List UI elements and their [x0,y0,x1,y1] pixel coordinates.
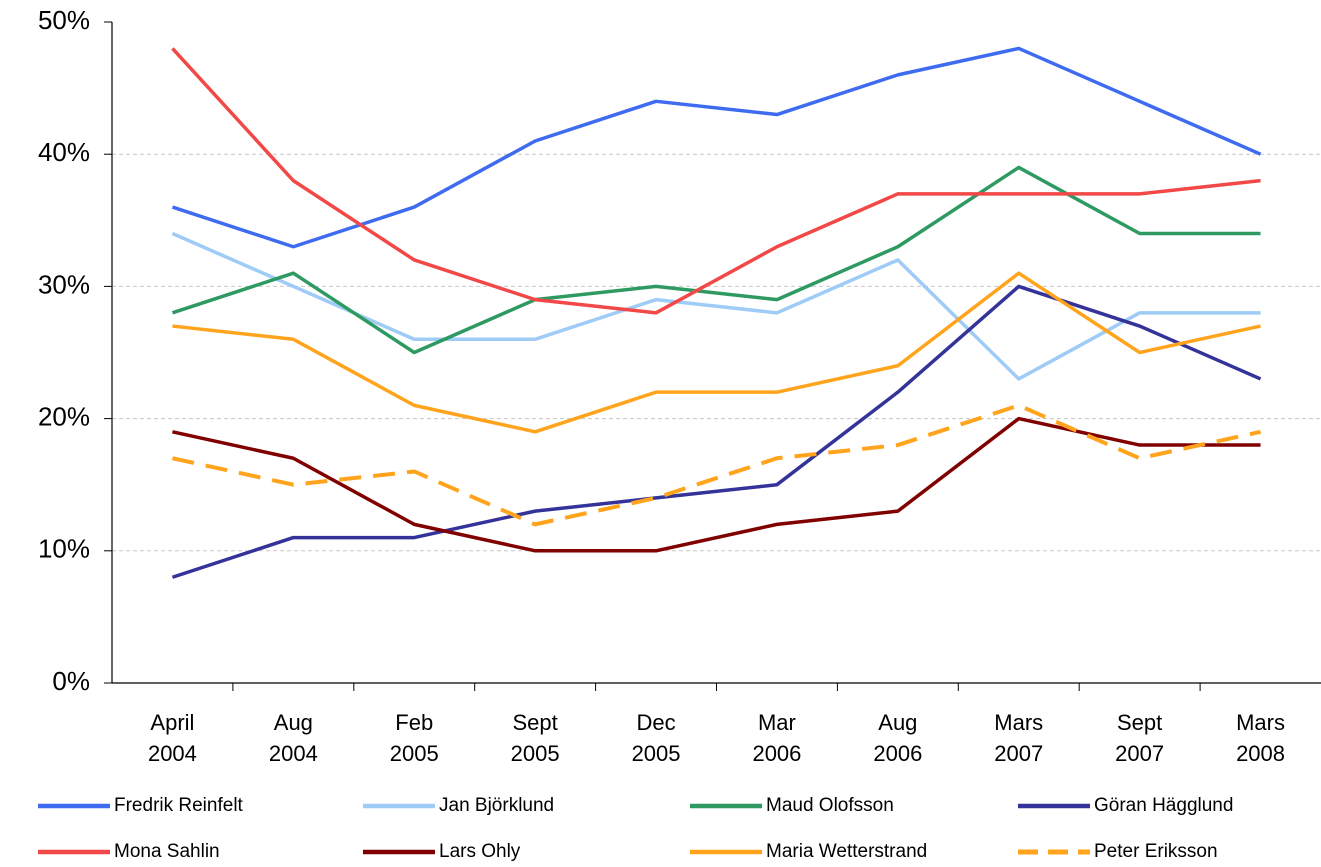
legend-label: Fredrik Reinfelt [114,795,244,816]
series-line [172,416,1261,553]
x-tick-label: Sept 2005 [510,710,560,766]
legend-label: Jan Björklund [439,795,554,816]
x-tick-label: Aug 2006 [873,710,923,766]
legend-label: Göran Hägglund [1094,795,1233,816]
x-tick-label: Mars 2008 [1236,710,1286,766]
x-tick-label: Feb 2005 [389,710,439,766]
y-tick-label: 10% [38,534,90,564]
legend-label: Lars Ohly [439,841,521,862]
series-line [171,46,1262,249]
legend-label: Maria Wetterstrand [766,841,927,862]
y-tick-label: 20% [38,401,90,431]
x-tick-label: Mars 2007 [994,710,1044,766]
y-tick-label: 0% [52,666,90,696]
series-line [172,403,1261,527]
series-line [171,284,1262,579]
y-tick-label: 40% [38,137,90,167]
series-line [171,165,1261,355]
legend-label: Peter Eriksson [1094,841,1218,862]
x-tick-label: Sept 2007 [1115,710,1165,766]
x-tick-label: Aug 2004 [268,710,318,766]
series-line [171,231,1261,381]
y-tick-label: 50% [38,5,90,35]
series-line [172,271,1261,434]
series-line [171,47,1261,315]
x-tick-label: Dec 2005 [631,710,681,766]
x-tick-label: April 2004 [147,710,197,766]
legend-label: Maud Olofsson [766,795,894,816]
x-tick-label: Mar 2006 [752,710,802,766]
y-tick-label: 30% [38,269,90,299]
legend-label: Mona Sahlin [114,841,220,862]
